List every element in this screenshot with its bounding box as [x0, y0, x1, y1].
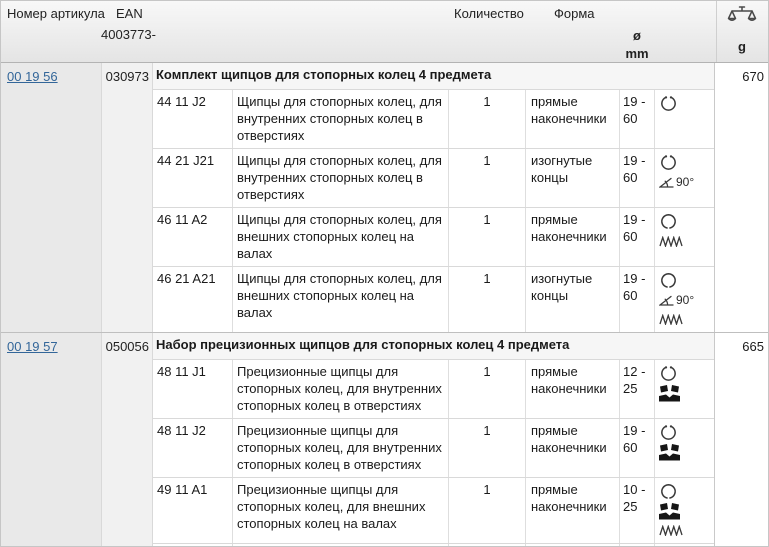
row-diameter: 19 - 60 — [619, 267, 654, 332]
article-cell: 00 19 56 — [1, 63, 101, 332]
internal-circlip-icon — [659, 423, 710, 442]
row-icons — [654, 360, 714, 418]
row-diameter: 19 - 60 — [619, 544, 654, 546]
row-icons — [654, 90, 714, 148]
product-group: 00 19 56 030973 Комплект щипцов для стоп… — [1, 63, 768, 332]
group-title: Комплект щипцов для стопорных колец 4 пр… — [153, 63, 714, 89]
angle-90-icon: 90° — [659, 173, 710, 191]
row-description: Щипцы для стопорных колец, для внешних с… — [232, 208, 448, 266]
angle-90-label: 90° — [676, 174, 695, 189]
row-code: 46 11 A2 — [157, 212, 208, 227]
row-quantity: 1 — [448, 360, 525, 418]
header-diameter-unit: mm — [625, 46, 649, 61]
shaft-zigzag-icon — [659, 310, 710, 328]
angle-90-icon: 90° — [659, 291, 710, 309]
group-weight: 670 — [714, 63, 768, 332]
row-shape: прямые наконечники — [525, 478, 619, 543]
table-row: 44 21 J21 Щипцы для стопорных колец, для… — [153, 148, 714, 207]
shaft-zigzag-icon — [659, 232, 710, 250]
table-row: 46 21 A21 Щипцы для стопорных колец, для… — [153, 266, 714, 332]
precision-jaws-icon — [659, 443, 710, 461]
table-row: 48 11 J2 Прецизионные щипцы для стопорны… — [153, 418, 714, 477]
row-code: 49 11 A1 — [157, 482, 208, 497]
row-quantity: 1 — [448, 149, 525, 207]
article-link[interactable]: 00 19 56 — [7, 69, 58, 84]
row-quantity: 1 — [448, 419, 525, 477]
row-shape: изогнутые концы — [525, 149, 619, 207]
row-quantity: 1 — [448, 544, 525, 546]
header-diameter-symbol: ø — [633, 28, 641, 43]
row-shape: прямые наконечники — [525, 360, 619, 418]
article-link[interactable]: 00 19 57 — [7, 339, 58, 354]
row-diameter: 19 - 60 — [619, 149, 654, 207]
row-description: Прецизионные щипцы для стопорных колец, … — [232, 360, 448, 418]
angle-90-label: 90° — [676, 292, 695, 307]
row-description: Щипцы для стопорных колец, для внешних с… — [232, 267, 448, 332]
row-diameter: 19 - 60 — [619, 208, 654, 266]
row-quantity: 1 — [448, 267, 525, 332]
row-diameter: 19 - 60 — [619, 419, 654, 477]
table-row: 46 11 A2 Щипцы для стопорных колец, для … — [153, 207, 714, 266]
row-description: Прецизионные щипцы для стопорных колец, … — [232, 478, 448, 543]
row-code: 44 21 J21 — [157, 153, 215, 168]
table-row: 49 11 A2 Прецизионные щипцы для стопорны… — [153, 543, 714, 546]
ean-value: 030973 — [101, 63, 152, 332]
row-quantity: 1 — [448, 478, 525, 543]
row-quantity: 1 — [448, 208, 525, 266]
external-circlip-icon — [659, 271, 710, 290]
table-row: 49 11 A1 Прецизионные щипцы для стопорны… — [153, 477, 714, 543]
header-quantity-label: Количество — [454, 6, 524, 21]
row-shape: прямые наконечники — [525, 90, 619, 148]
row-icons — [654, 208, 714, 266]
group-title: Набор прецизионных щипцов для стопорных … — [153, 333, 714, 359]
table-row: 44 11 J2 Щипцы для стопорных колец, для … — [153, 89, 714, 148]
table-header: Номер артикула EAN 4003773- Количество Ф… — [1, 1, 768, 63]
row-shape: прямые наконечники — [525, 419, 619, 477]
row-code: 48 11 J1 — [157, 364, 206, 379]
header-article-label: Номер артикула — [7, 6, 105, 21]
row-description: Прецизионные щипцы для стопорных колец, … — [232, 419, 448, 477]
row-code: 46 21 A21 — [157, 271, 216, 286]
row-icons: 90° — [654, 149, 714, 207]
row-diameter: 12 - 25 — [619, 360, 654, 418]
row-icons — [654, 478, 714, 543]
product-group: 00 19 57 050056 Набор прецизионных щипцо… — [1, 332, 768, 546]
group-grid: Комплект щипцов для стопорных колец 4 пр… — [152, 63, 714, 332]
header-divider — [716, 1, 717, 62]
header-ean-prefix: 4003773- — [101, 27, 156, 42]
row-quantity: 1 — [448, 90, 525, 148]
row-icons: 90° — [654, 267, 714, 332]
row-code: 44 11 J2 — [157, 94, 206, 109]
precision-jaws-icon — [659, 502, 710, 520]
external-circlip-icon — [659, 482, 710, 501]
header-shape-label: Форма — [554, 6, 595, 21]
row-shape: прямые наконечники — [525, 544, 619, 546]
row-diameter: 19 - 60 — [619, 90, 654, 148]
article-cell: 00 19 57 — [1, 333, 101, 546]
internal-circlip-icon — [659, 94, 710, 113]
row-icons — [654, 419, 714, 477]
table-row: 48 11 J1 Прецизионные щипцы для стопорны… — [153, 359, 714, 418]
header-ean-label: EAN — [116, 6, 143, 21]
row-code: 48 11 J2 — [157, 423, 206, 438]
row-icons — [654, 544, 714, 546]
external-circlip-icon — [659, 212, 710, 231]
row-description: Щипцы для стопорных колец, для внутренни… — [232, 90, 448, 148]
table-body: 00 19 56 030973 Комплект щипцов для стоп… — [1, 63, 768, 546]
precision-jaws-icon — [659, 384, 710, 402]
row-description: Щипцы для стопорных колец, для внутренни… — [232, 149, 448, 207]
balance-scale-icon — [726, 5, 758, 29]
row-description: Прецизионные щипцы для стопорных колец, … — [232, 544, 448, 546]
group-weight: 665 — [714, 333, 768, 546]
group-grid: Набор прецизионных щипцов для стопорных … — [152, 333, 714, 546]
row-shape: изогнутые концы — [525, 267, 619, 332]
header-weight-unit: g — [738, 39, 746, 54]
row-diameter: 10 - 25 — [619, 478, 654, 543]
ean-value: 050056 — [101, 333, 152, 546]
internal-circlip-icon — [659, 153, 710, 172]
internal-circlip-icon — [659, 364, 710, 383]
shaft-zigzag-icon — [659, 521, 710, 539]
row-shape: прямые наконечники — [525, 208, 619, 266]
